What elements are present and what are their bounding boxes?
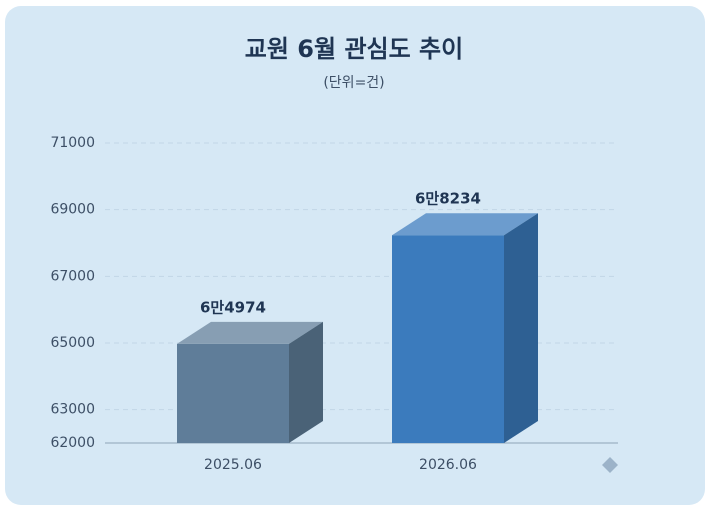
decoration xyxy=(602,457,618,473)
y-tick-label: 69000 xyxy=(50,202,95,218)
chart-title: 교원 6월 관심도 추이 xyxy=(245,35,463,63)
x-tick-label: 2025.06 xyxy=(204,457,262,473)
bar-side xyxy=(504,213,538,443)
x-tick-label: 2026.06 xyxy=(419,457,477,473)
y-tick-label: 65000 xyxy=(50,335,95,351)
bar-top xyxy=(177,321,323,344)
y-tick-label: 63000 xyxy=(50,402,95,418)
y-tick-label: 62000 xyxy=(50,435,95,451)
bar-top xyxy=(392,213,538,236)
y-tick-label: 67000 xyxy=(50,268,95,284)
value-label: 6만4974 xyxy=(200,298,266,316)
chart-subtitle: (단위=건) xyxy=(323,75,384,91)
bar-side xyxy=(289,321,323,443)
bar-front xyxy=(392,235,504,443)
value-label: 6만8234 xyxy=(415,190,481,208)
y-tick-label: 71000 xyxy=(50,135,95,151)
bar-front xyxy=(177,343,289,443)
